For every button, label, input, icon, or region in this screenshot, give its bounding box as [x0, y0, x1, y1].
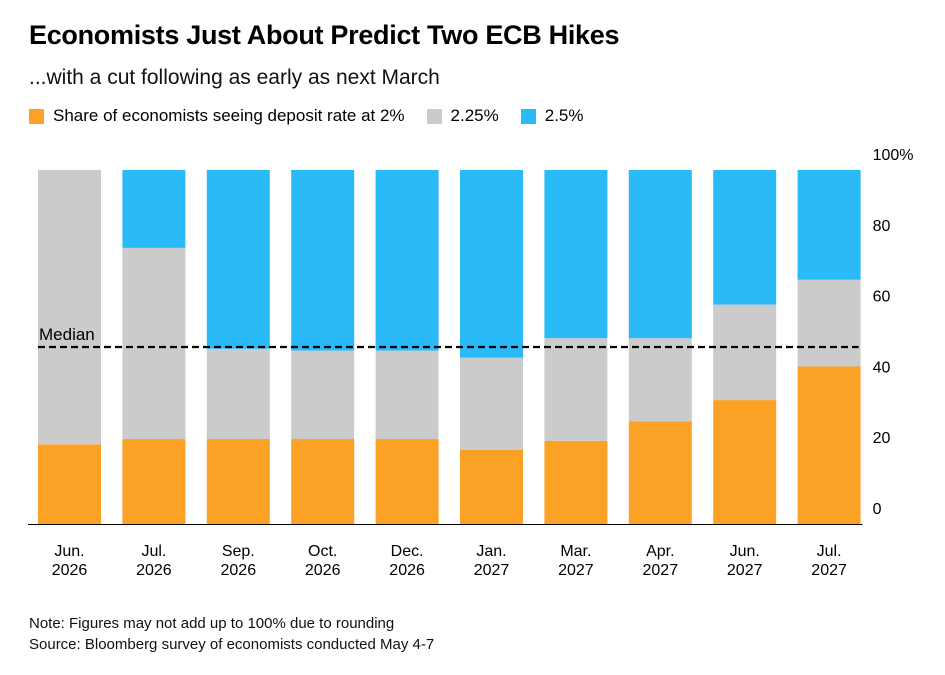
legend-swatch-2-25pct	[426, 108, 442, 124]
bar-segment-7-0	[628, 421, 692, 524]
bar-segment-2-0	[206, 439, 270, 524]
bar-segment-8-0	[713, 400, 777, 524]
y-tick-label: 40	[873, 359, 891, 376]
note-text: Note: Figures may not add up to 100% due…	[29, 615, 395, 632]
x-category-label: Sep. 2026	[221, 543, 257, 579]
bar-segment-3-1	[291, 350, 355, 440]
bar-segment-6-1	[544, 338, 608, 441]
x-category-label: Mar. 2027	[558, 543, 594, 579]
legend: Share of economists seeing deposit rate …	[29, 106, 606, 126]
bar-segment-3-0	[291, 439, 355, 524]
y-axis-ticks: 0 20 40 60 80 100%	[873, 147, 914, 518]
bar-segment-7-2	[628, 170, 692, 339]
y-tick-label: 100%	[873, 147, 914, 164]
x-axis-labels: Jun. 2026 Jul. 2026 Sep. 2026 Oct. 2026 Dec. 2026…	[52, 543, 847, 579]
x-category-label: Dec. 2026	[389, 543, 425, 579]
x-category-label: Jul. 2026	[136, 543, 172, 579]
bar-segment-6-2	[544, 170, 608, 339]
bar-segment-0-1	[38, 170, 101, 445]
bar-segment-9-2	[797, 170, 861, 280]
y-tick-label: 0	[873, 501, 882, 518]
source-text: Source: Bloomberg survey of economists c…	[29, 636, 435, 653]
x-category-label: Jan. 2027	[474, 543, 510, 579]
bar-segment-5-1	[460, 357, 523, 450]
legend-item-2-25pct: 2.25%	[426, 106, 499, 126]
legend-item-2-5pct: 2.5%	[520, 106, 584, 126]
legend-label-2-5pct: 2.5%	[544, 106, 584, 125]
median-reference: Median	[38, 325, 859, 349]
bar-segment-2-2	[206, 170, 270, 349]
x-category-label: Oct. 2026	[305, 543, 341, 579]
stacked-bar-chart: Median 0 20 40 60 80 100% Jun. 2026 Jul. 2026 Sep…	[28, 147, 914, 579]
bar-segment-9-1	[797, 279, 861, 367]
chart-title: Economists Just About Predict Two ECB Hi…	[29, 20, 620, 50]
bar-segment-1-1	[122, 247, 186, 440]
bars-group	[38, 170, 861, 524]
y-tick-label: 20	[873, 430, 891, 447]
bar-segment-1-2	[122, 170, 186, 248]
bar-segment-8-1	[713, 304, 777, 401]
x-category-label: Jun. 2027	[727, 543, 763, 579]
bar-segment-4-1	[375, 350, 439, 440]
bar-segment-9-0	[797, 366, 861, 524]
bar-segment-7-1	[628, 338, 692, 422]
x-category-label: Jun. 2026	[52, 543, 88, 579]
bar-segment-0-0	[38, 444, 101, 524]
median-label: Median	[39, 325, 95, 344]
y-tick-label: 80	[873, 218, 891, 235]
bar-segment-4-0	[375, 439, 439, 524]
bar-segment-4-2	[375, 170, 439, 351]
legend-swatch-2pct	[29, 108, 44, 124]
bar-segment-8-2	[713, 170, 777, 305]
x-category-label: Apr. 2027	[643, 543, 679, 579]
bar-segment-3-2	[291, 170, 355, 351]
bar-segment-2-1	[206, 348, 270, 440]
legend-label-2pct: Share of economists seeing deposit rate …	[53, 106, 405, 125]
bar-segment-1-0	[122, 439, 186, 524]
legend-item-2pct: Share of economists seeing deposit rate …	[29, 106, 405, 126]
bar-segment-5-2	[460, 170, 523, 358]
bar-segment-6-0	[544, 440, 608, 524]
legend-label-2-25pct: 2.25%	[450, 106, 499, 125]
y-tick-label: 60	[873, 289, 891, 306]
bar-segment-5-0	[460, 449, 523, 524]
chart-notes: Note: Figures may not add up to 100% due…	[29, 613, 434, 655]
chart-subtitle: ...with a cut following as early as next…	[29, 66, 440, 89]
x-category-label: Jul. 2027	[811, 543, 847, 579]
legend-swatch-2-5pct	[520, 108, 536, 124]
